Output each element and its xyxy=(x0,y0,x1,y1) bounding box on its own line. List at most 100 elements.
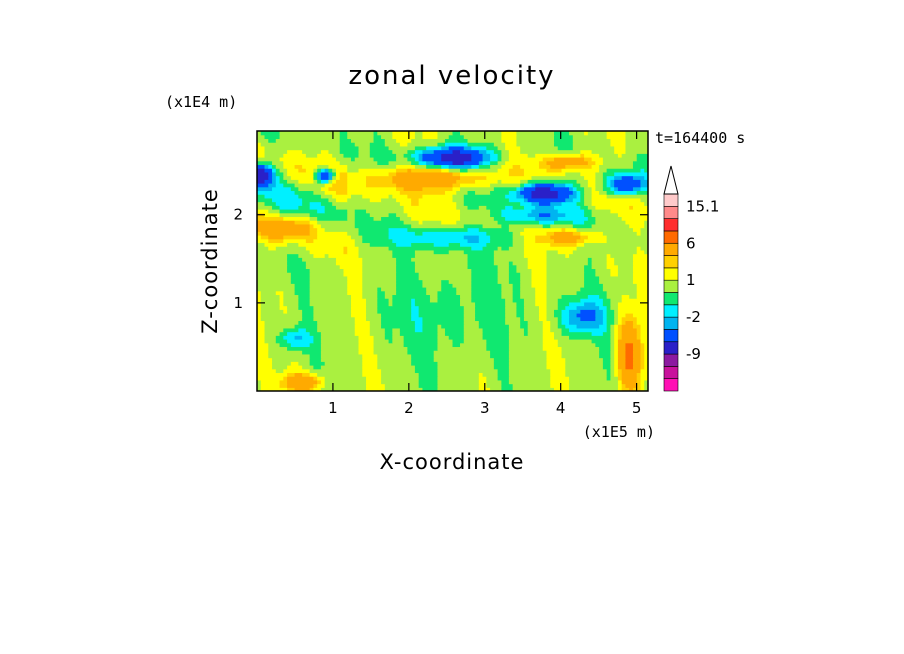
contour-cell xyxy=(328,253,360,258)
contour-cell xyxy=(606,294,623,299)
contour-cell xyxy=(576,190,581,195)
contour-cell xyxy=(565,227,578,232)
contour-cell xyxy=(614,313,619,318)
contour-cell xyxy=(493,257,529,262)
contour-cell xyxy=(580,197,585,203)
contour-cell xyxy=(523,313,540,318)
contour-cell xyxy=(317,324,356,329)
contour-cell xyxy=(591,164,600,169)
contour-cell xyxy=(279,298,284,303)
contour-cell xyxy=(542,331,555,336)
contour-cell xyxy=(606,313,615,318)
contour-cell xyxy=(257,283,296,288)
contour-cell xyxy=(460,175,487,180)
contour-cell xyxy=(268,235,284,240)
contour-cell xyxy=(478,164,491,169)
contour-cell xyxy=(354,157,375,162)
contour-cell xyxy=(463,309,476,314)
contour-cell xyxy=(422,324,439,329)
contour-cell xyxy=(452,194,465,199)
contour-cell xyxy=(550,324,559,329)
contour-cell xyxy=(317,235,352,240)
contour-cell xyxy=(414,149,424,154)
contour-cell xyxy=(640,387,645,391)
contour-cell xyxy=(279,305,288,310)
contour-cell xyxy=(279,205,299,210)
contour-cell xyxy=(546,268,585,273)
contour-cell xyxy=(580,309,596,314)
contour-cell xyxy=(264,335,277,340)
contour-cell xyxy=(497,157,502,162)
contour-cell xyxy=(414,249,435,255)
contour-cell xyxy=(388,145,416,151)
contour-cell xyxy=(264,164,269,169)
contour-cell xyxy=(257,357,273,362)
contour-cell xyxy=(396,171,454,177)
contour-cell xyxy=(490,153,499,158)
contour-cell xyxy=(313,175,318,180)
contour-cell xyxy=(580,235,589,240)
contour-cell xyxy=(317,227,326,232)
contour-cell xyxy=(257,324,266,329)
contour-cell xyxy=(264,201,277,206)
contour-cell xyxy=(392,294,431,299)
contour-cell xyxy=(505,298,514,303)
contour-cell xyxy=(587,257,593,262)
contour-cell xyxy=(508,268,518,273)
contour-cell xyxy=(275,138,341,143)
contour-cell xyxy=(478,227,510,232)
contour-cell xyxy=(557,190,574,195)
contour-cell xyxy=(305,168,314,173)
contour-cell xyxy=(362,290,378,296)
contour-cell xyxy=(587,179,596,184)
contour-cell xyxy=(644,350,648,355)
contour-cell xyxy=(576,246,638,251)
contour-cell xyxy=(580,153,585,158)
contour-cell xyxy=(557,316,563,322)
contour-cell xyxy=(294,283,311,288)
contour-cell xyxy=(369,145,390,151)
contour-cell xyxy=(538,212,551,218)
contour-cell xyxy=(546,261,589,266)
contour-cell xyxy=(644,387,648,391)
contour-cell xyxy=(324,227,360,232)
contour-cell xyxy=(584,275,600,281)
contour-cell xyxy=(576,242,585,247)
contour-cell xyxy=(614,342,619,348)
contour-cell xyxy=(572,142,612,147)
contour-cell xyxy=(471,246,484,251)
contour-cell xyxy=(636,290,648,296)
contour-cell xyxy=(335,197,348,203)
contour-cell xyxy=(452,131,461,136)
contour-cell xyxy=(369,149,393,154)
contour-cell xyxy=(437,339,454,344)
contour-cell xyxy=(324,190,337,195)
contour-cell xyxy=(602,186,612,192)
contour-cell xyxy=(384,335,393,340)
x-tick-label: 3 xyxy=(480,399,490,417)
contour-cell xyxy=(309,387,314,391)
contour-cell xyxy=(275,168,281,173)
contour-cell xyxy=(595,220,627,225)
contour-cell xyxy=(437,361,495,366)
contour-cell xyxy=(298,305,314,310)
contour-cell xyxy=(347,131,375,136)
contour-cell xyxy=(294,290,311,296)
contour-cell xyxy=(433,242,450,247)
contour-cell xyxy=(358,168,397,173)
contour-cell xyxy=(381,320,416,325)
contour-cell xyxy=(602,171,615,177)
contour-cell xyxy=(610,357,615,362)
contour-cell xyxy=(572,186,578,192)
contour-cell xyxy=(621,153,638,158)
contour-cell xyxy=(358,227,390,232)
contour-cell xyxy=(478,376,487,381)
contour-cell xyxy=(561,316,570,322)
contour-cell xyxy=(535,294,548,299)
contour-cell xyxy=(407,346,439,351)
contour-cell xyxy=(554,142,574,147)
contour-cell xyxy=(493,149,502,154)
contour-cell xyxy=(625,361,634,366)
contour-cell xyxy=(358,246,390,251)
contour-cell xyxy=(257,257,288,262)
